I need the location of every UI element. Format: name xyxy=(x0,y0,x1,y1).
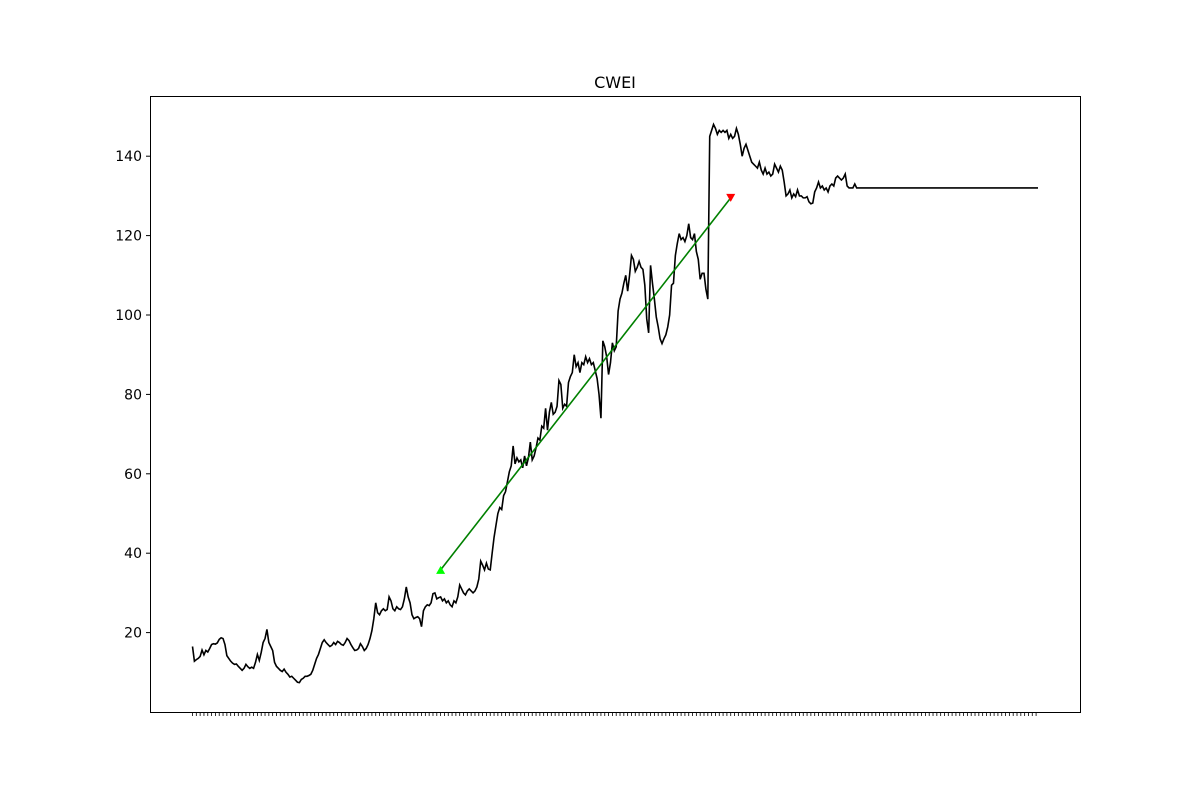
chart-title: CWEI xyxy=(594,73,636,92)
y-tick-label: 100 xyxy=(115,308,142,324)
plot-area xyxy=(191,122,1038,684)
buy-marker xyxy=(436,565,446,574)
y-tick-label: 140 xyxy=(115,149,142,165)
price-line xyxy=(191,122,1038,684)
y-tick-label: 40 xyxy=(124,546,142,562)
y-tick-label: 20 xyxy=(124,626,142,642)
y-axis: 20 40 60 80 100 120 140 xyxy=(115,149,150,642)
y-tick-label: 80 xyxy=(124,387,142,403)
axes-frame xyxy=(150,96,1081,713)
trade-line xyxy=(439,197,732,571)
y-tick-label: 60 xyxy=(124,467,142,483)
y-tick-label: 120 xyxy=(115,229,142,245)
sell-marker xyxy=(726,193,736,202)
